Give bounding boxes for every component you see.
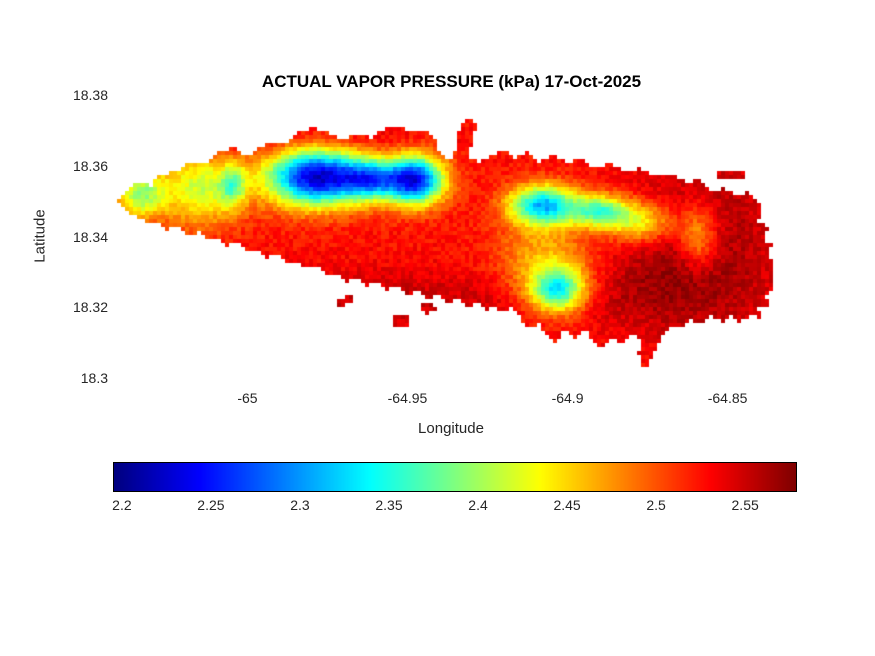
x-tick-label: -64.85	[707, 390, 748, 406]
colorbar-tick-label: 2.3	[290, 497, 310, 513]
y-tick-label: 18.32	[72, 299, 108, 316]
colorbar-tick-label: 2.35	[375, 497, 403, 513]
colorbar-canvas	[113, 462, 797, 492]
colorbar-tick-label: 2.2	[112, 497, 132, 513]
x-axis-label: Longitude	[418, 420, 484, 437]
heatmap-canvas	[113, 95, 790, 378]
y-tick-label: 18.38	[72, 87, 108, 103]
x-tick-label: -65	[237, 390, 258, 406]
colorbar-tick-label: 2.45	[553, 497, 581, 513]
colorbar-tick-label: 2.4	[468, 497, 488, 513]
y-axis-label: Latitude	[31, 209, 49, 263]
colorbar-tick-label: 2.25	[197, 497, 225, 513]
y-tick-label: 18.34	[72, 228, 108, 245]
colorbar-tick-label: 2.5	[646, 497, 666, 513]
chart-title: ACTUAL VAPOR PRESSURE (kPa) 17-Oct-2025	[261, 72, 642, 91]
y-tick-label: 18.36	[72, 157, 108, 174]
x-tick-label: -64.95	[387, 390, 428, 406]
y-tick-label: 18.3	[80, 370, 108, 386]
colorbar-tick-label: 2.55	[731, 497, 759, 513]
x-tick-label: -64.9	[551, 390, 584, 406]
